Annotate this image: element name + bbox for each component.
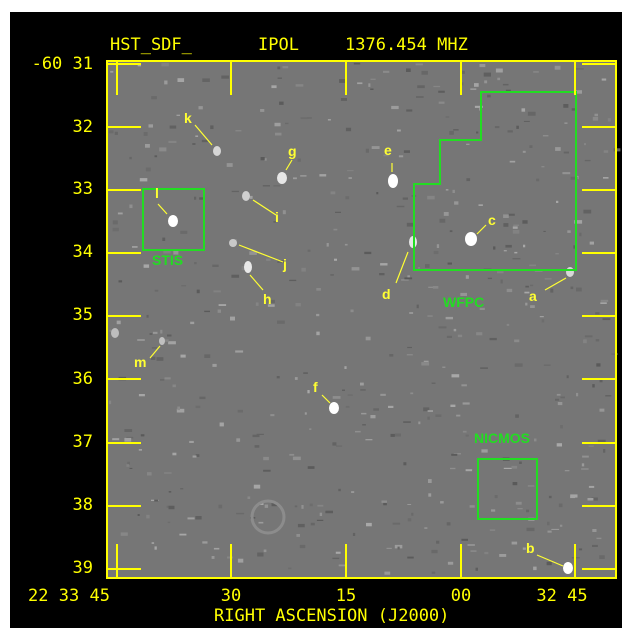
polarization-label: IPOL: [258, 35, 299, 55]
dec-label-39: 39: [72, 558, 93, 578]
source-blobs: [111, 146, 574, 574]
ra-label-32-45: 32 45: [536, 586, 588, 606]
nicmos-field-outline: [477, 458, 538, 520]
source-blob-k: [213, 146, 221, 156]
source-label-i: i: [275, 209, 279, 225]
source-label-m: m: [134, 354, 147, 370]
source-label-g: g: [288, 143, 297, 159]
source-label-h: h: [263, 291, 272, 307]
source-blob-edge: [111, 328, 119, 338]
ra-label-33-45: 22 33 45: [28, 586, 110, 606]
source-label-d: d: [382, 286, 391, 302]
source-label-a: a: [529, 288, 537, 304]
dec-label-32: 32: [72, 117, 93, 137]
dec-label-35: 35: [72, 305, 93, 325]
x-axis-title: RIGHT ASCENSION (J2000): [214, 606, 450, 626]
source-label-c: c: [488, 212, 496, 228]
wfpc-label: WFPC: [443, 294, 485, 310]
label-leaders: [149, 124, 567, 567]
background-noise: [108, 62, 621, 575]
axis-frame: [106, 60, 617, 579]
dec-label-38: 38: [72, 495, 93, 515]
axis-ticks: [107, 61, 616, 578]
ring-artifact: [250, 499, 286, 535]
dec-label-36: 36: [72, 369, 93, 389]
source-label-l: l: [155, 185, 159, 201]
stis-label: STIS: [152, 252, 184, 268]
source-blob-e: [388, 174, 398, 188]
wfpc-field-outline: [413, 91, 577, 271]
source-blob-g: [277, 172, 287, 184]
instrument-field-outlines: [142, 91, 577, 520]
frequency-label: 1376.454 MHZ: [345, 35, 468, 55]
source-label-e: e: [384, 142, 392, 158]
dec-label-33: 33: [72, 179, 93, 199]
source-blob-m: [159, 337, 165, 345]
ra-label-15: 15: [335, 586, 357, 606]
source-label-j: j: [283, 256, 287, 272]
source-blob-l: [168, 215, 178, 227]
source-blob-j: [229, 239, 237, 247]
ra-label-30: 30: [220, 586, 242, 606]
source-blob-i: [242, 191, 250, 201]
dec-label-34: 34: [72, 242, 93, 262]
source-blob-a: [566, 267, 574, 277]
source-blob-c: [465, 232, 477, 246]
dec-label-31: -60 31: [31, 54, 93, 74]
source-label-b: b: [526, 540, 535, 556]
stis-field-outline: [142, 188, 205, 251]
source-blob-b: [563, 562, 573, 574]
ra-label-00: 00: [450, 586, 472, 606]
source-label-k: k: [184, 110, 192, 126]
source-blob-h: [244, 261, 252, 273]
image-name: HST_SDF_: [110, 35, 192, 55]
source-blob-f: [329, 402, 339, 414]
source-label-f: f: [313, 379, 318, 395]
dec-label-37: 37: [72, 432, 93, 452]
nicmos-label: NICMOS: [474, 430, 530, 446]
